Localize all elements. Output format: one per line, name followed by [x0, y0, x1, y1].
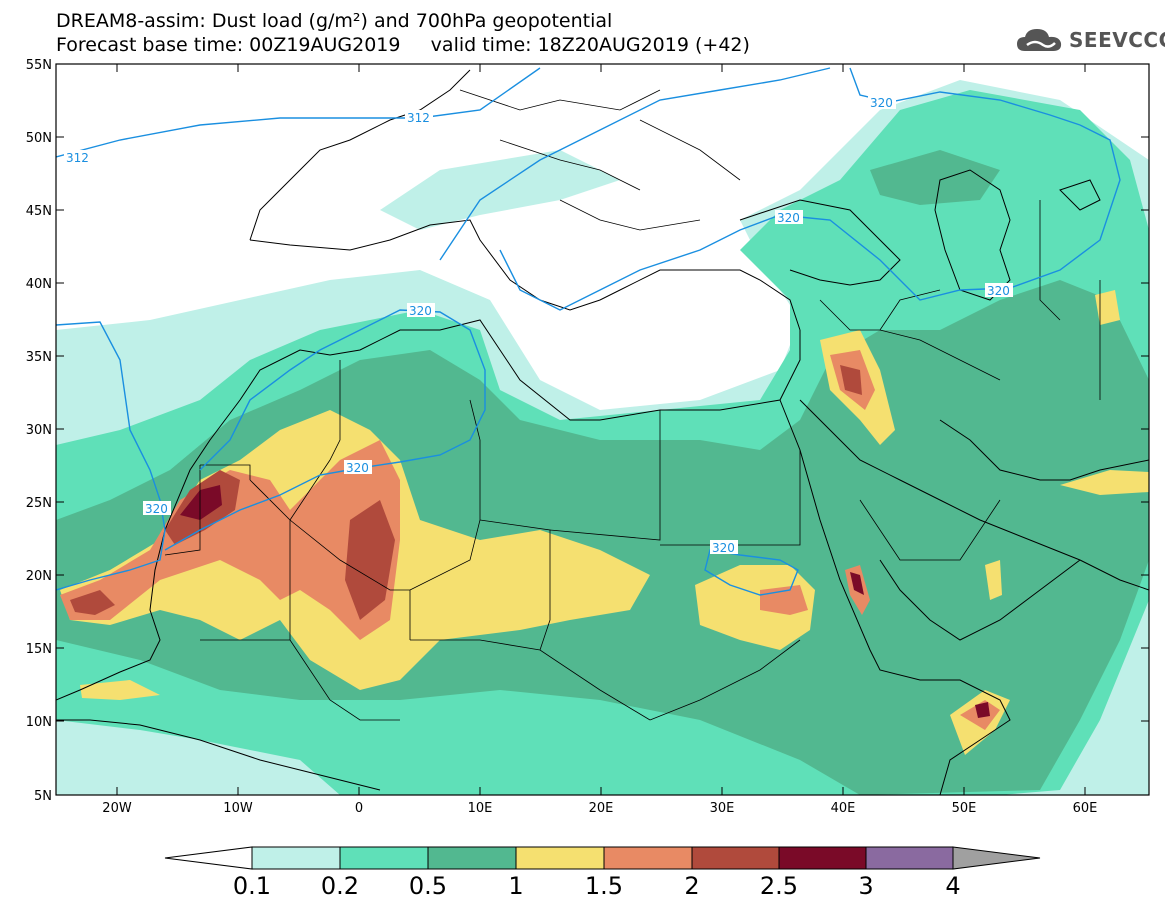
lat-label: 50N — [26, 131, 52, 146]
contour-label: 320 — [712, 541, 735, 555]
lat-label: 55N — [26, 58, 52, 73]
colorbar-label: 4 — [945, 872, 960, 900]
colorbar-label: 1.5 — [585, 872, 623, 900]
colorbar-segment — [251, 846, 341, 870]
colorbar-segment — [691, 846, 780, 870]
contour-label: 320 — [346, 461, 369, 475]
contour-label: 312 — [407, 111, 430, 125]
colorbar — [164, 846, 1041, 870]
lon-label: 20W — [102, 801, 132, 816]
lat-label: 5N — [34, 789, 52, 804]
contour-label-boxes — [64, 95, 1013, 554]
dust-band-2-5 — [180, 485, 222, 520]
lon-label: 20E — [589, 801, 614, 816]
dust-band-2-algeria — [345, 500, 395, 620]
colorbar-label: 0.2 — [321, 872, 359, 900]
contour-label: 312 — [66, 151, 89, 165]
contour-label: 320 — [987, 284, 1010, 298]
colorbar-segment — [339, 846, 429, 870]
contour-label: 320 — [870, 96, 893, 110]
lat-label: 40N — [26, 277, 52, 292]
lat-label: 10N — [26, 715, 52, 730]
dust-band-1-sudan — [695, 565, 815, 650]
colorbar-label: 0.1 — [233, 872, 271, 900]
colorbar-segment — [778, 846, 867, 870]
lon-label: 30E — [710, 801, 735, 816]
colorbar-label: 3 — [858, 872, 873, 900]
coastlines — [56, 69, 1149, 795]
colorbar-label: 0.5 — [409, 872, 447, 900]
seevccc-logo: SEEVCCC — [1015, 22, 1165, 58]
lon-label: 40E — [831, 801, 856, 816]
dust-band-2-5-somalia — [975, 702, 990, 718]
dust-band-1-5-sudan — [760, 585, 808, 615]
colorbar-label: 2.5 — [760, 872, 798, 900]
colorbar-segment — [603, 846, 693, 870]
contour-label: 320 — [409, 304, 432, 318]
map-title: DREAM8-assim: Dust load (g/m²) and 700hP… — [56, 10, 613, 32]
dust-band-1-arabia — [985, 560, 1002, 600]
colorbar-segment — [427, 846, 517, 870]
contour-label: 320 — [777, 211, 800, 225]
colorbar-label: 2 — [684, 872, 699, 900]
lat-label: 35N — [26, 350, 52, 365]
cloud-icon — [1017, 29, 1062, 51]
dust-band-1-iran — [1095, 290, 1120, 325]
lon-label: 10E — [468, 801, 493, 816]
dust-band-1-gulf — [1060, 470, 1149, 495]
lon-label: 60E — [1073, 801, 1098, 816]
lon-label: 0 — [355, 801, 363, 816]
latitude-labels: 55N 50N 45N 40N 35N 30N 25N 20N 15N 10N … — [26, 58, 52, 804]
colorbar-segment — [515, 846, 605, 870]
dust-band-2-iraq — [840, 365, 862, 395]
lat-label: 45N — [26, 204, 52, 219]
dust-band-1-5 — [60, 440, 400, 640]
lat-label: 20N — [26, 569, 52, 584]
contour-label: 320 — [145, 502, 168, 516]
lat-label: 25N — [26, 496, 52, 511]
longitude-labels: 20W 10W 0 10E 20E 30E 40E 50E 60E — [102, 801, 1097, 816]
dust-band-2-5-redsea — [850, 572, 864, 595]
colorbar-segment-below — [164, 846, 253, 870]
logo-text: SEEVCCC — [1069, 28, 1165, 52]
lon-label: 10W — [223, 801, 253, 816]
axis-ticks — [56, 63, 1149, 795]
colorbar-labels: 0.1 0.2 0.5 1 1.5 2 2.5 3 4 — [233, 872, 961, 900]
dust-band-0-1-north — [380, 150, 620, 230]
contour-labels: 312 312 320 320 320 320 320 320 320 — [66, 96, 1010, 555]
colorbar-segment-above — [952, 846, 1041, 870]
geopotential-contours — [56, 67, 1121, 596]
lon-label: 50E — [952, 801, 977, 816]
dust-band-1-westafrica — [80, 680, 160, 700]
lat-label: 15N — [26, 642, 52, 657]
forecast-times: Forecast base time: 00Z19AUG2019 valid t… — [56, 34, 750, 56]
dust-band-2-west — [70, 590, 115, 615]
dust-band-0-5-caspian — [870, 150, 1000, 205]
lat-label: 30N — [26, 423, 52, 438]
colorbar-segment — [865, 846, 954, 870]
colorbar-label: 1 — [508, 872, 523, 900]
